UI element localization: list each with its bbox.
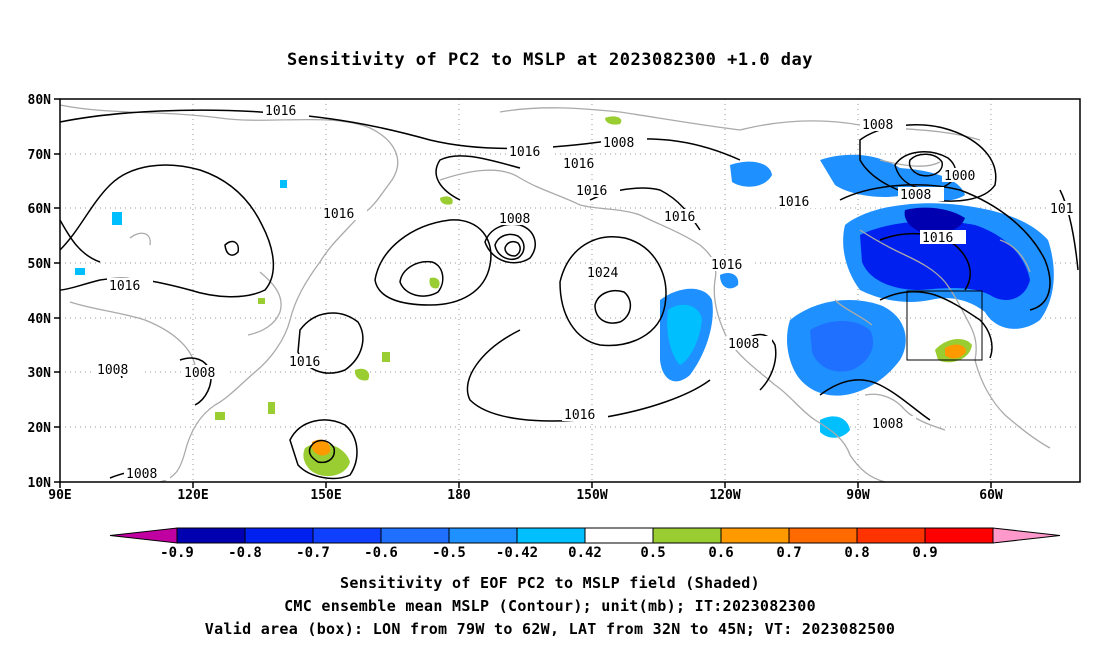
colorbar-segment	[312, 527, 382, 544]
contour-label: 1008	[862, 118, 893, 133]
contour-label: 1016	[109, 279, 140, 294]
colorbar-label: -0.5	[432, 545, 466, 561]
contour-label: 1008	[97, 363, 128, 378]
colorbar	[109, 527, 1061, 544]
colorbar-label: 0.5	[640, 545, 665, 561]
lat-label: 80N	[28, 93, 52, 108]
colorbar-label: 0.6	[708, 545, 733, 561]
contour-labels: 1016 1008 1016 1016 1016 1008 1016 1008 …	[95, 103, 1080, 482]
latitude-labels: 80N 70N 60N 50N 40N 30N 20N 10N	[28, 93, 52, 491]
colorbar-segment	[584, 527, 654, 544]
colorbar-label: -0.7	[296, 545, 330, 561]
contour-label: 1016	[576, 184, 607, 199]
colorbar-label: -0.9	[160, 545, 194, 561]
caption-shaded: Sensitivity of EOF PC2 to MSLP field (Sh…	[340, 574, 760, 592]
lon-label: 60W	[979, 488, 1003, 503]
lat-label: 20N	[28, 421, 52, 436]
caption-valid-area: Valid area (box): LON from 79W to 62W, L…	[204, 620, 896, 638]
lon-label: 150E	[310, 488, 341, 503]
lon-label: 150W	[576, 488, 607, 503]
contour-label: 1016	[323, 207, 354, 222]
colorbar-label: 0.9	[912, 545, 937, 561]
valid-area-box	[906, 290, 983, 361]
contour-label: 1016	[265, 104, 296, 119]
lon-label: 120W	[709, 488, 740, 503]
colorbar-label: -0.42	[496, 545, 538, 561]
contour-label: 1008	[499, 212, 530, 227]
map-frame	[59, 98, 1081, 483]
contour-label: 101	[1050, 202, 1073, 217]
colorbar-segment	[720, 527, 790, 544]
colorbar-segment	[176, 527, 246, 544]
colorbar-segment	[788, 527, 858, 544]
contour-label: 1016	[778, 195, 809, 210]
caption-contour: CMC ensemble mean MSLP (Contour); unit(m…	[284, 597, 816, 615]
lon-label: 90W	[846, 488, 870, 503]
contour-label: 1008	[603, 136, 634, 151]
colorbar-extend-high	[992, 527, 1061, 544]
colorbar-label: 0.8	[844, 545, 869, 561]
contour-label: 1000	[944, 169, 975, 184]
colorbar-segment	[448, 527, 518, 544]
lon-label: 180	[447, 488, 471, 503]
lat-label: 50N	[28, 257, 52, 272]
lon-label: 90E	[48, 488, 71, 503]
contour-label: 1024	[587, 266, 618, 281]
contour-label: 1016	[664, 210, 695, 225]
colorbar-label: -0.8	[228, 545, 262, 561]
contour-label: 1008	[126, 467, 157, 482]
colorbar-label: 0.42	[568, 545, 602, 561]
colorbar-segment	[516, 527, 586, 544]
contour-label: 1016	[509, 145, 540, 160]
contour-label: 1008	[184, 366, 215, 381]
lat-label: 30N	[28, 366, 52, 381]
contour-label: 1016	[564, 408, 595, 423]
lon-label: 120E	[177, 488, 208, 503]
colorbar-segment	[924, 527, 994, 544]
chart-title: Sensitivity of PC2 to MSLP at 2023082300…	[286, 50, 813, 70]
contour-label: 1008	[900, 188, 931, 203]
lat-label: 10N	[28, 476, 52, 491]
colorbar-segment	[244, 527, 314, 544]
contour-label: 1016	[289, 355, 320, 370]
contour-label: 1016	[563, 157, 594, 172]
colorbar-label: 0.7	[776, 545, 801, 561]
colorbar-segment	[652, 527, 722, 544]
lat-label: 40N	[28, 312, 52, 327]
colorbar-labels: -0.9 -0.8 -0.7 -0.6 -0.5 -0.42 0.42 0.5 …	[160, 545, 938, 561]
contour-label: 1008	[872, 417, 903, 432]
contour-label: 1016	[922, 231, 953, 246]
colorbar-segment	[380, 527, 450, 544]
colorbar-extend-low	[109, 527, 178, 544]
longitude-labels: 90E 120E 150E 180 150W 120W 90W 60W	[48, 488, 1003, 503]
lat-label: 70N	[28, 148, 52, 163]
colorbar-label: -0.6	[364, 545, 398, 561]
contour-label: 1016	[711, 258, 742, 273]
contour-label: 1008	[728, 337, 759, 352]
axis-ticks	[54, 98, 992, 488]
colorbar-segment	[856, 527, 926, 544]
lat-label: 60N	[28, 202, 52, 217]
positive-sensitivity-shading	[215, 116, 972, 477]
